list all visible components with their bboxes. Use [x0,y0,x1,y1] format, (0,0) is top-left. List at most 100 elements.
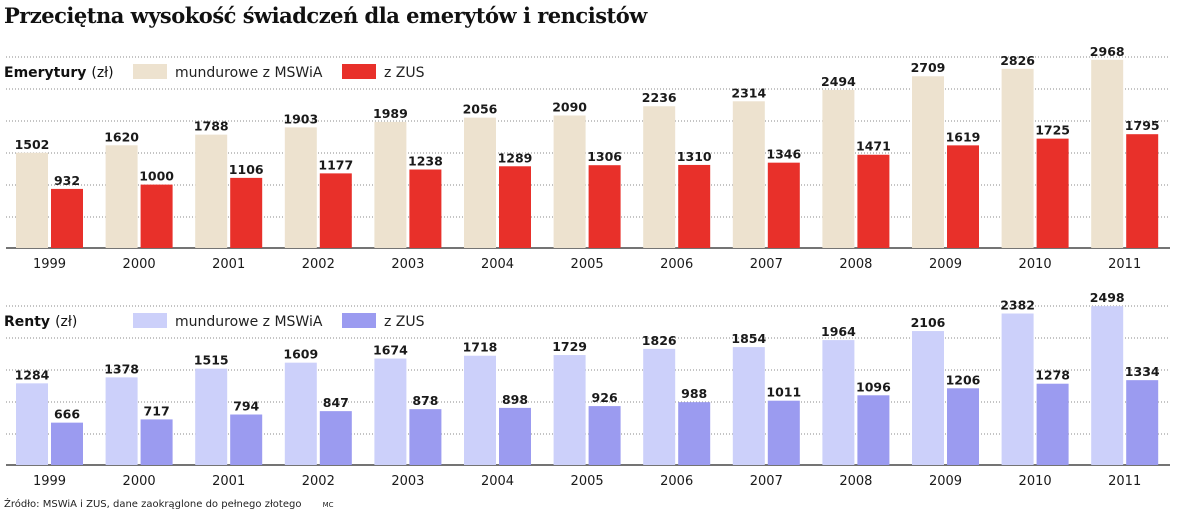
value-label-zus-2005: 926 [592,390,618,405]
bar-mswia-2006 [643,348,676,465]
bar-zus-2000 [140,184,173,248]
bar-zus-1999 [51,188,83,248]
legend-swatch-zus [342,313,376,328]
bar-zus-2002 [319,411,352,465]
x-tick-label-2003: 2003 [391,257,424,272]
value-label-mswia-2008: 2494 [821,74,856,89]
legend-label-zus: z ZUS [384,314,425,330]
bar-mswia-2007 [732,347,765,465]
source-note: Źródło: MSWiA i ZUS, dane zaokrąglone do… [4,499,334,510]
value-label-mswia-2006: 2236 [642,90,677,105]
x-tick-label-2000: 2000 [123,257,156,272]
value-label-mswia-2001: 1788 [194,119,229,134]
x-tick-label-2003: 2003 [391,474,424,489]
x-tick-label-2007: 2007 [750,474,783,489]
panel-unit: (zł) [91,65,113,81]
author-credit: MC [322,501,334,509]
bar-mswia-2010 [1001,68,1034,248]
value-label-zus-2009: 1619 [946,129,981,144]
x-tick-label-2009: 2009 [929,474,962,489]
x-tick-label-2011: 2011 [1108,257,1141,272]
value-label-zus-2003: 1238 [408,154,443,169]
bar-zus-2009 [947,145,979,248]
bar-mswia-2009 [912,76,944,249]
value-label-zus-1999: 666 [54,407,80,422]
bar-mswia-2006 [643,106,676,248]
value-label-zus-2004: 1289 [498,150,533,165]
bar-zus-2001 [230,414,263,465]
value-label-mswia-2000: 1620 [104,129,139,144]
bar-zus-2009 [947,388,979,465]
x-tick-label-2006: 2006 [660,474,693,489]
x-tick-label-2005: 2005 [571,474,604,489]
bar-mswia-2005 [553,355,586,465]
value-label-mswia-2002: 1903 [283,111,318,126]
value-label-mswia-2007: 2314 [731,85,766,100]
value-label-mswia-2004: 1718 [463,340,498,355]
value-label-mswia-2002: 1609 [283,347,318,362]
bar-zus-2006 [678,164,711,248]
bar-zus-2004 [499,407,531,465]
value-label-zus-1999: 932 [54,173,80,188]
value-label-mswia-2010: 2382 [1000,298,1035,313]
bar-mswia-2011 [1091,306,1124,465]
bar-zus-2008 [857,395,890,465]
legend-label-mswia: mundurowe z MSWiA [175,314,323,330]
bar-mswia-2000 [105,145,138,248]
x-tick-label-2002: 2002 [302,257,335,272]
value-label-mswia-2005: 1729 [552,339,587,354]
x-tick-label-2001: 2001 [212,474,245,489]
bar-zus-2008 [857,154,890,248]
value-label-zus-2010: 1725 [1035,123,1070,138]
value-label-mswia-2003: 1989 [373,106,408,121]
bar-zus-2002 [319,173,352,248]
value-label-zus-2001: 1106 [229,162,264,177]
panel-title: Renty [4,314,50,330]
value-label-zus-2001: 794 [233,399,259,414]
bar-zus-2011 [1126,134,1159,248]
bar-mswia-1999 [16,152,48,248]
bar-zus-2006 [678,402,711,465]
value-label-mswia-2007: 1854 [731,331,766,346]
bar-zus-2005 [588,165,621,248]
value-label-zus-2004: 898 [502,392,528,407]
value-label-zus-2011: 1334 [1125,364,1160,379]
legend-label-zus: z ZUS [384,65,425,81]
x-tick-label-2004: 2004 [481,257,514,272]
value-label-mswia-1999: 1502 [15,137,50,152]
value-label-mswia-2010: 2826 [1000,53,1035,68]
value-label-mswia-2004: 2056 [463,102,498,117]
x-tick-label-2011: 2011 [1108,474,1141,489]
value-label-zus-2000: 1000 [139,169,174,184]
value-label-zus-2003: 878 [412,393,438,408]
bar-mswia-2011 [1091,59,1124,249]
x-tick-label-2002: 2002 [302,474,335,489]
bar-zus-2007 [767,400,800,465]
bar-mswia-2000 [105,377,138,465]
bar-mswia-2002 [284,362,317,465]
x-tick-label-2008: 2008 [839,257,872,272]
bar-zus-2007 [767,162,800,248]
value-label-mswia-2003: 1674 [373,343,408,358]
bar-mswia-2002 [284,127,317,248]
bar-zus-2010 [1036,138,1069,248]
bar-mswia-2004 [464,355,496,465]
bar-mswia-2001 [195,134,228,248]
bar-mswia-2010 [1001,313,1034,465]
chart-panel-renty: Renty (zł) mundurowe z MSWiA z ZUS 1284 666 19… [4,290,1170,489]
bar-mswia-1999 [16,383,48,465]
legend-label-mswia: mundurowe z MSWiA [175,65,323,81]
value-label-mswia-2009: 2106 [911,315,946,330]
x-tick-label-2006: 2006 [660,257,693,272]
x-tick-label-2005: 2005 [571,257,604,272]
value-label-zus-2009: 1206 [946,372,981,387]
bar-zus-1999 [51,422,83,465]
value-label-zus-2007: 1346 [766,147,801,162]
x-tick-label-2000: 2000 [123,474,156,489]
x-tick-label-1999: 1999 [33,474,66,489]
bar-zus-2004 [499,166,531,248]
value-label-zus-2010: 1278 [1035,368,1070,383]
value-label-zus-2007: 1011 [766,385,801,400]
bar-mswia-2007 [732,101,765,249]
bar-zus-2003 [409,169,442,248]
